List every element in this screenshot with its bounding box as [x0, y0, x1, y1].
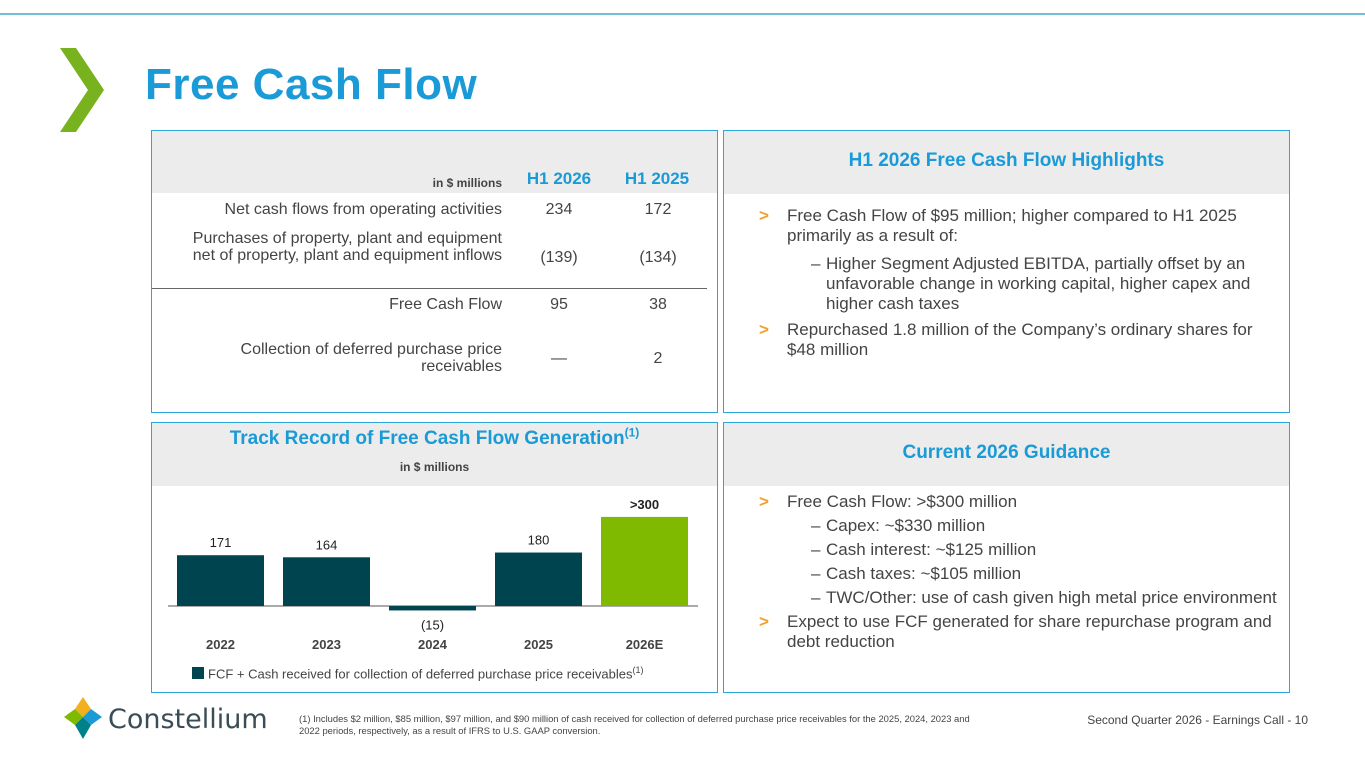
dash-marker-icon: – [811, 564, 821, 583]
dash-marker-icon: – [811, 516, 821, 535]
guidance-title: Current 2026 Guidance [724, 423, 1289, 486]
page-reference: Second Quarter 2026 - Earnings Call - 10 [1087, 713, 1308, 727]
row-value-h1-2025: (134) [639, 249, 677, 266]
row-value-h1-2026: (139) [540, 249, 578, 266]
row-value-h1-2025: 172 [644, 201, 672, 218]
row-label: Purchases of property, plant and equipme… [192, 230, 502, 264]
chart-legend: FCF + Cash received for collection of de… [192, 665, 644, 681]
x-tick-label-2025: 2025 [524, 637, 553, 652]
bullet-text: Expect to use FCF generated for share re… [787, 612, 1272, 651]
bullet-text: Capex: ~$330 million [826, 516, 986, 535]
bullet-text: Repurchased 1.8 million of the Company’s… [787, 320, 1253, 359]
dash-marker-icon: – [811, 254, 821, 273]
bullet-marker-icon: > [759, 612, 769, 631]
bullet-text: TWC/Other: use of cash given high metal … [826, 588, 1277, 607]
x-tick-label-2023: 2023 [312, 637, 341, 652]
chart-subtitle: in $ millions [399, 460, 470, 474]
bullet-text: Free Cash Flow of $95 million; higher co… [787, 206, 1237, 245]
row-value-h1-2025: 2 [653, 350, 663, 367]
legend-label: FCF + Cash received for collection of de… [208, 666, 633, 682]
list-item: > Free Cash Flow of $95 million; higher … [759, 206, 1279, 246]
highlights-panel: H1 2026 Free Cash Flow Highlights > Free… [723, 130, 1290, 413]
bar-2022 [177, 555, 264, 606]
col-h1-2026: H1 2026 [526, 169, 592, 188]
guidance-list: > Free Cash Flow: >$300 million – Capex:… [724, 486, 1289, 652]
bullet-text: Cash interest: ~$125 million [826, 540, 1037, 559]
x-tick-label-2026E: 2026E [626, 637, 664, 652]
data-label-2024: (15) [421, 617, 444, 632]
row-value-h1-2026: 234 [545, 201, 573, 218]
bullet-text: Free Cash Flow: >$300 million [787, 492, 1018, 511]
constellium-logo: Constellium [64, 697, 268, 739]
table-divider [152, 288, 707, 289]
legend-footnote-ref: (1) [632, 665, 644, 675]
bar-2023 [283, 557, 370, 606]
row-label: Net cash flows from operating activities [224, 201, 502, 218]
table-units: in $ millions [432, 176, 502, 190]
bar-2026E [601, 516, 688, 606]
bullet-text: Higher Segment Adjusted EBITDA, partiall… [826, 254, 1251, 313]
highlights-list: > Free Cash Flow of $95 million; higher … [724, 194, 1289, 360]
dash-marker-icon: – [811, 540, 821, 559]
row-label: Free Cash Flow [389, 296, 502, 313]
list-subitem: – Cash interest: ~$125 million [759, 540, 1279, 560]
bar-2024 [389, 606, 476, 611]
bullet-marker-icon: > [759, 206, 769, 225]
row-label: Collection of deferred purchase price re… [240, 341, 502, 375]
guidance-panel: Current 2026 Guidance > Free Cash Flow: … [723, 422, 1290, 693]
data-label-2022: 171 [210, 535, 232, 550]
fcf-bar-chart: 171 2022 164 2023 (15) 2024 180 2025 >300 2026E [168, 497, 698, 652]
cash-flow-table-panel: in $ millions H1 2026 H1 2025 Net cash f… [151, 130, 718, 413]
row-value-h1-2025: 38 [649, 296, 667, 313]
top-rule [0, 13, 1365, 15]
row-value-h1-2026: — [551, 350, 567, 367]
list-subitem: – TWC/Other: use of cash given high meta… [759, 588, 1279, 608]
dash-marker-icon: – [811, 588, 821, 607]
bullet-marker-icon: > [759, 320, 769, 339]
list-subitem: – Cash taxes: ~$105 million [759, 564, 1279, 584]
bar-2025 [495, 552, 582, 606]
constellium-star-icon [64, 697, 102, 739]
col-h1-2025: H1 2025 [624, 169, 690, 188]
fcf-chart-panel: Track Record of Free Cash Flow Generatio… [151, 422, 718, 693]
chart-title-footnote-ref: (1) [624, 425, 640, 440]
data-label-2025: 180 [528, 533, 550, 548]
data-label-2026E: >300 [630, 497, 659, 512]
chart-header-band [152, 423, 717, 486]
table-header-band [152, 131, 717, 193]
page-title: Free Cash Flow [145, 60, 478, 109]
highlights-title: H1 2026 Free Cash Flow Highlights [724, 131, 1289, 194]
bullet-marker-icon: > [759, 492, 769, 511]
list-item: > Free Cash Flow: >$300 million [759, 492, 1279, 512]
legend-swatch-icon [192, 667, 204, 680]
bullet-text: Cash taxes: ~$105 million [826, 564, 1022, 583]
list-item: > Repurchased 1.8 million of the Company… [759, 320, 1279, 360]
brand-name: Constellium [108, 704, 268, 735]
list-subitem: – Higher Segment Adjusted EBITDA, partia… [759, 254, 1279, 314]
list-subitem: – Capex: ~$330 million [759, 516, 1279, 536]
chevron-icon [60, 48, 104, 132]
chart-title: Track Record of Free Cash Flow Generatio… [229, 425, 640, 449]
row-value-h1-2026: 95 [550, 296, 568, 313]
footnote: (1) Includes $2 million, $85 million, $9… [299, 713, 970, 736]
x-tick-label-2022: 2022 [206, 637, 235, 652]
data-label-2023: 164 [316, 537, 338, 552]
x-tick-label-2024: 2024 [418, 637, 448, 652]
list-item: > Expect to use FCF generated for share … [759, 612, 1279, 652]
